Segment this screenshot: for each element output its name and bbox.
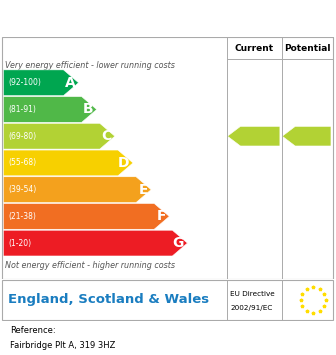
Text: E: E [138, 183, 148, 197]
Text: England, Scotland & Wales: England, Scotland & Wales [8, 294, 210, 306]
Text: Not energy efficient - higher running costs: Not energy efficient - higher running co… [5, 261, 175, 270]
Text: (21-38): (21-38) [8, 212, 36, 221]
Text: C: C [101, 129, 112, 143]
Text: B: B [83, 103, 93, 116]
Text: D: D [118, 156, 130, 170]
Text: 2002/91/EC: 2002/91/EC [230, 306, 272, 311]
Polygon shape [3, 203, 169, 229]
Text: Reference:: Reference: [10, 326, 56, 335]
Polygon shape [3, 150, 133, 176]
Text: (55-68): (55-68) [8, 158, 37, 168]
Text: 75: 75 [303, 132, 316, 141]
Text: 73: 73 [250, 132, 262, 141]
Text: (69-80): (69-80) [8, 132, 37, 141]
Text: Fairbridge Plt A, 319 3HZ: Fairbridge Plt A, 319 3HZ [10, 341, 116, 350]
Polygon shape [3, 123, 115, 149]
Text: (1-20): (1-20) [8, 239, 32, 247]
Text: (81-91): (81-91) [8, 105, 36, 114]
Text: Very energy efficient - lower running costs: Very energy efficient - lower running co… [5, 61, 175, 70]
Text: G: G [173, 236, 184, 250]
Text: A: A [65, 76, 75, 90]
Polygon shape [3, 70, 79, 95]
Text: Potential: Potential [284, 44, 330, 53]
Polygon shape [3, 97, 97, 122]
Text: Current: Current [235, 44, 274, 53]
Polygon shape [282, 126, 331, 146]
Text: (92-100): (92-100) [8, 78, 41, 87]
Text: EU Directive: EU Directive [230, 291, 275, 296]
Polygon shape [3, 230, 187, 256]
Polygon shape [227, 126, 280, 146]
Polygon shape [3, 177, 151, 203]
Text: F: F [157, 209, 166, 223]
Text: Energy Efficiency Rating: Energy Efficiency Rating [57, 11, 279, 26]
Text: (39-54): (39-54) [8, 185, 37, 194]
